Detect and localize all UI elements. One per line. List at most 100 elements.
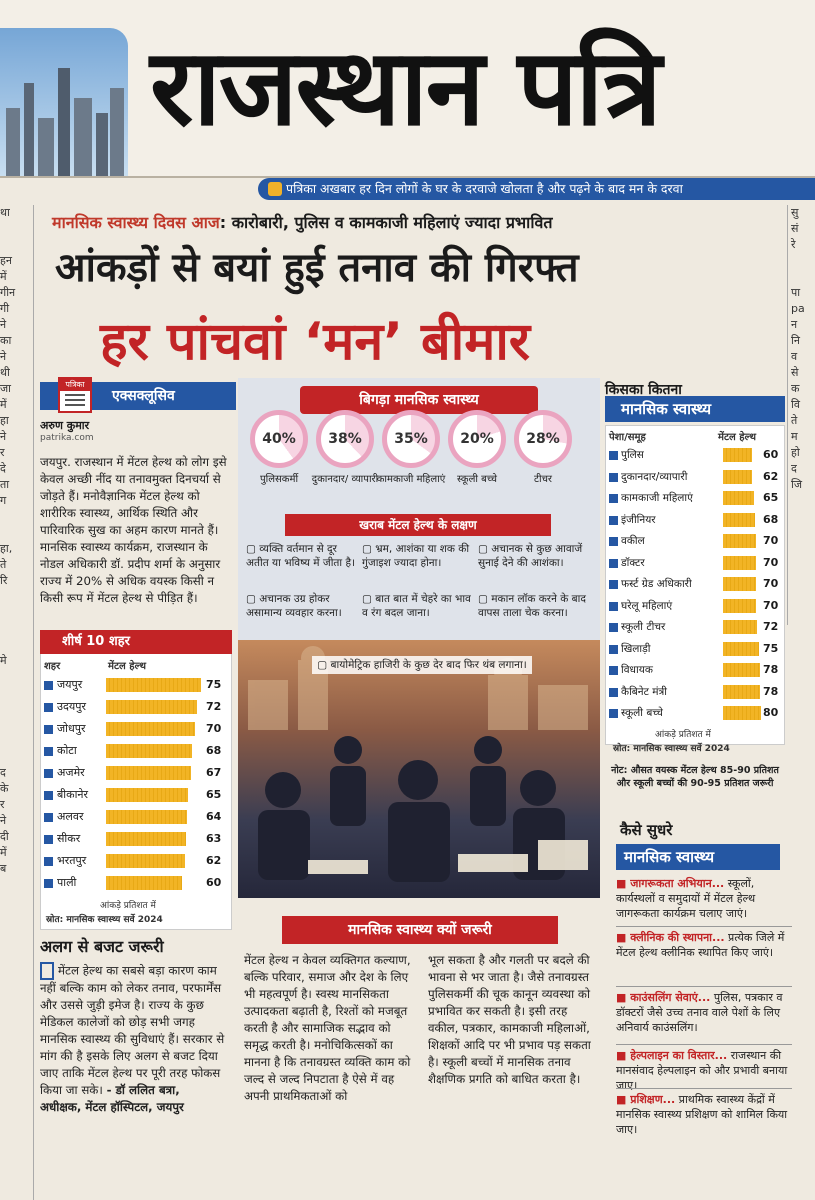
row-bullet-icon xyxy=(609,472,618,482)
profession-value: 72 xyxy=(763,620,779,633)
table-row: दुकानदार/व्यापारी 62 xyxy=(609,468,783,486)
improve-item-head: ■ हेल्पलाइन का विस्तार... xyxy=(616,1049,728,1062)
divider xyxy=(616,926,792,927)
cities-source: स्रोत: मानसिक स्वास्थ्य सर्वे 2024 xyxy=(46,915,163,925)
right-strip-line: सु xyxy=(791,206,799,219)
left-strip-line xyxy=(0,717,33,733)
profession-name: घरेलू महिलाएं xyxy=(621,599,673,612)
right-strip-line: द xyxy=(791,462,797,475)
symptoms-title: खराब मेंटल हेल्थ के लक्षण xyxy=(285,514,551,536)
improve-item: ■ प्रशिक्षण... प्राथमिक स्वास्थ्य केंद्र… xyxy=(616,1092,792,1137)
right-strip-line xyxy=(788,541,815,557)
right-strip-line xyxy=(788,253,815,269)
table-row: स्कूली टीचर 72 xyxy=(609,618,783,636)
table-row: जयपुर 75 xyxy=(44,676,230,694)
city-skyline-image xyxy=(0,28,128,176)
row-bullet-icon xyxy=(609,644,618,654)
percent-ring: 28% xyxy=(514,410,572,468)
city-value: 60 xyxy=(206,876,222,889)
stressed-people-illustration xyxy=(238,640,600,898)
city-bar xyxy=(106,810,187,824)
group-label: पुलिसकर्मी xyxy=(259,474,299,485)
city-name: उदयपुर xyxy=(57,700,86,713)
right-strip-line xyxy=(788,509,815,525)
kicker-rest: : कारोबारी, पुलिस व कामकाजी महिलाएं ज्या… xyxy=(219,213,553,232)
city-value: 72 xyxy=(206,700,222,713)
row-bullet-icon xyxy=(609,537,618,546)
divider xyxy=(616,1088,792,1089)
city-value: 70 xyxy=(206,722,222,735)
improve-item-head: ■ काउंसलिंग सेवाएं... xyxy=(616,991,711,1004)
improve-item-text: स्कूलों, कार्यस्थलों व समुदायों में मेंट… xyxy=(616,877,756,920)
row-bullet-icon xyxy=(44,879,53,888)
profession-name: कैबिनेट मंत्री xyxy=(621,685,668,698)
tagline-icon xyxy=(268,182,282,196)
improve-item-text: प्रत्येक जिले में मेंटल हेल्थ क्लीनिक स्… xyxy=(616,931,785,959)
kicker: मानसिक स्वास्थ्य दिवस आज: कारोबारी, पुलि… xyxy=(52,211,552,233)
left-strip-line: हन xyxy=(0,254,12,267)
group-label: दुकानदार/ व्यापारी xyxy=(311,474,379,485)
profession-bar xyxy=(723,620,757,634)
left-strip-line xyxy=(0,669,33,685)
percent-ring: 40% xyxy=(250,410,308,468)
table-row: पुलिस 60 xyxy=(609,446,783,464)
right-strip-line: रे xyxy=(791,238,796,251)
right-strip-line: प xyxy=(788,621,815,625)
why-column-1: मेंटल हेल्थ न केवल व्यक्तिगत कल्याण, बल्… xyxy=(244,953,411,1103)
budget-text: मेंटल हेल्थ का सबसे बड़ा कारण काम नहीं ब… xyxy=(40,963,225,1098)
city-name: अलवर xyxy=(57,810,84,823)
profession-value: 62 xyxy=(763,469,779,483)
why-title: मानसिक स्वास्थ्य क्यों जरूरी xyxy=(282,916,558,944)
profession-name: स्कूली टीचर xyxy=(621,621,666,633)
patrika-logo-icon: पत्रिका xyxy=(58,377,92,413)
left-strip-line: द xyxy=(0,766,6,779)
profession-value: 75 xyxy=(763,641,779,655)
left-strip-line xyxy=(0,509,33,525)
col-value-header: मेंटल हेल्थ xyxy=(108,661,146,672)
profession-name: वकील xyxy=(621,535,645,547)
row-bullet-icon xyxy=(609,666,618,675)
left-strip-line: मे xyxy=(0,654,7,667)
table-row: फर्स्ट ग्रेड अधिकारी 70 xyxy=(609,575,783,593)
author-site: patrika.com xyxy=(40,433,94,443)
right-strip-line: ते xyxy=(791,414,798,427)
masthead-title: राजस्थान पत्रि xyxy=(150,24,662,149)
right-strip-line: न xyxy=(791,318,798,331)
profession-value: 78 xyxy=(763,684,779,698)
table-row: वकील 70 xyxy=(609,532,783,550)
profession-name: पुलिस xyxy=(621,449,644,461)
city-value: 68 xyxy=(206,744,222,757)
city-name: कोटा xyxy=(57,744,77,757)
author-name: अरुण कुमार xyxy=(40,419,90,432)
left-strip-line: ब xyxy=(0,862,7,875)
right-strip-line xyxy=(788,493,815,509)
col-prof-value-header: मेंटल हेल्थ xyxy=(718,432,756,443)
divider xyxy=(616,1044,792,1045)
table-row: स्कूली बच्चे 80 xyxy=(609,704,783,722)
row-bullet-icon xyxy=(44,747,53,756)
left-strip-line: जा xyxy=(0,382,12,395)
left-strip-line xyxy=(0,621,33,637)
top-cities-title: शीर्ष 10 शहर xyxy=(40,630,232,654)
table-row: बीकानेर 65 xyxy=(44,786,230,804)
improve-item-text: प्राथमिक स्वास्थ्य केंद्रों में मानसिक स… xyxy=(616,1093,788,1136)
symptom-item: ▢ अचानक उग्र होकर असामान्य व्यवहार करना। xyxy=(246,593,342,619)
left-strip-line: ने xyxy=(0,430,7,443)
col-city-header: शहर xyxy=(44,661,61,672)
table-row: इंजीनियर 68 xyxy=(609,511,783,529)
left-strip-line xyxy=(0,589,33,605)
center-title: बिगड़ा मानसिक स्वास्थ्य xyxy=(300,386,538,414)
city-bar xyxy=(106,722,195,736)
professions-unit-note: आंकड़े प्रतिशत में xyxy=(655,730,711,740)
symptom-item: ▢ व्यक्ति वर्तमान से दूर अतीत या भविष्य … xyxy=(246,543,356,569)
symptom-item: ▢ भ्रम, आशंका या शक की गुंजाइश ज्यादा हो… xyxy=(362,543,470,569)
improve-item: ■ जागरूकता अभियान... स्कूलों, कार्यस्थलो… xyxy=(616,876,792,921)
improve-item: ■ क्लीनिक की स्थापना... प्रत्येक जिले मे… xyxy=(616,930,792,960)
left-strip-line: में xyxy=(0,398,7,411)
profession-bar xyxy=(723,641,759,656)
col-prof-header: पेशा/समूह xyxy=(609,432,646,443)
left-strip-line: हा, xyxy=(0,542,13,555)
left-neighbor-column: था हन में गीन गी ने का ने थी जा में हा ने र दे ता ग हा, ते… xyxy=(0,205,34,1200)
improve-item-head: ■ प्रशिक्षण... xyxy=(616,1093,676,1106)
